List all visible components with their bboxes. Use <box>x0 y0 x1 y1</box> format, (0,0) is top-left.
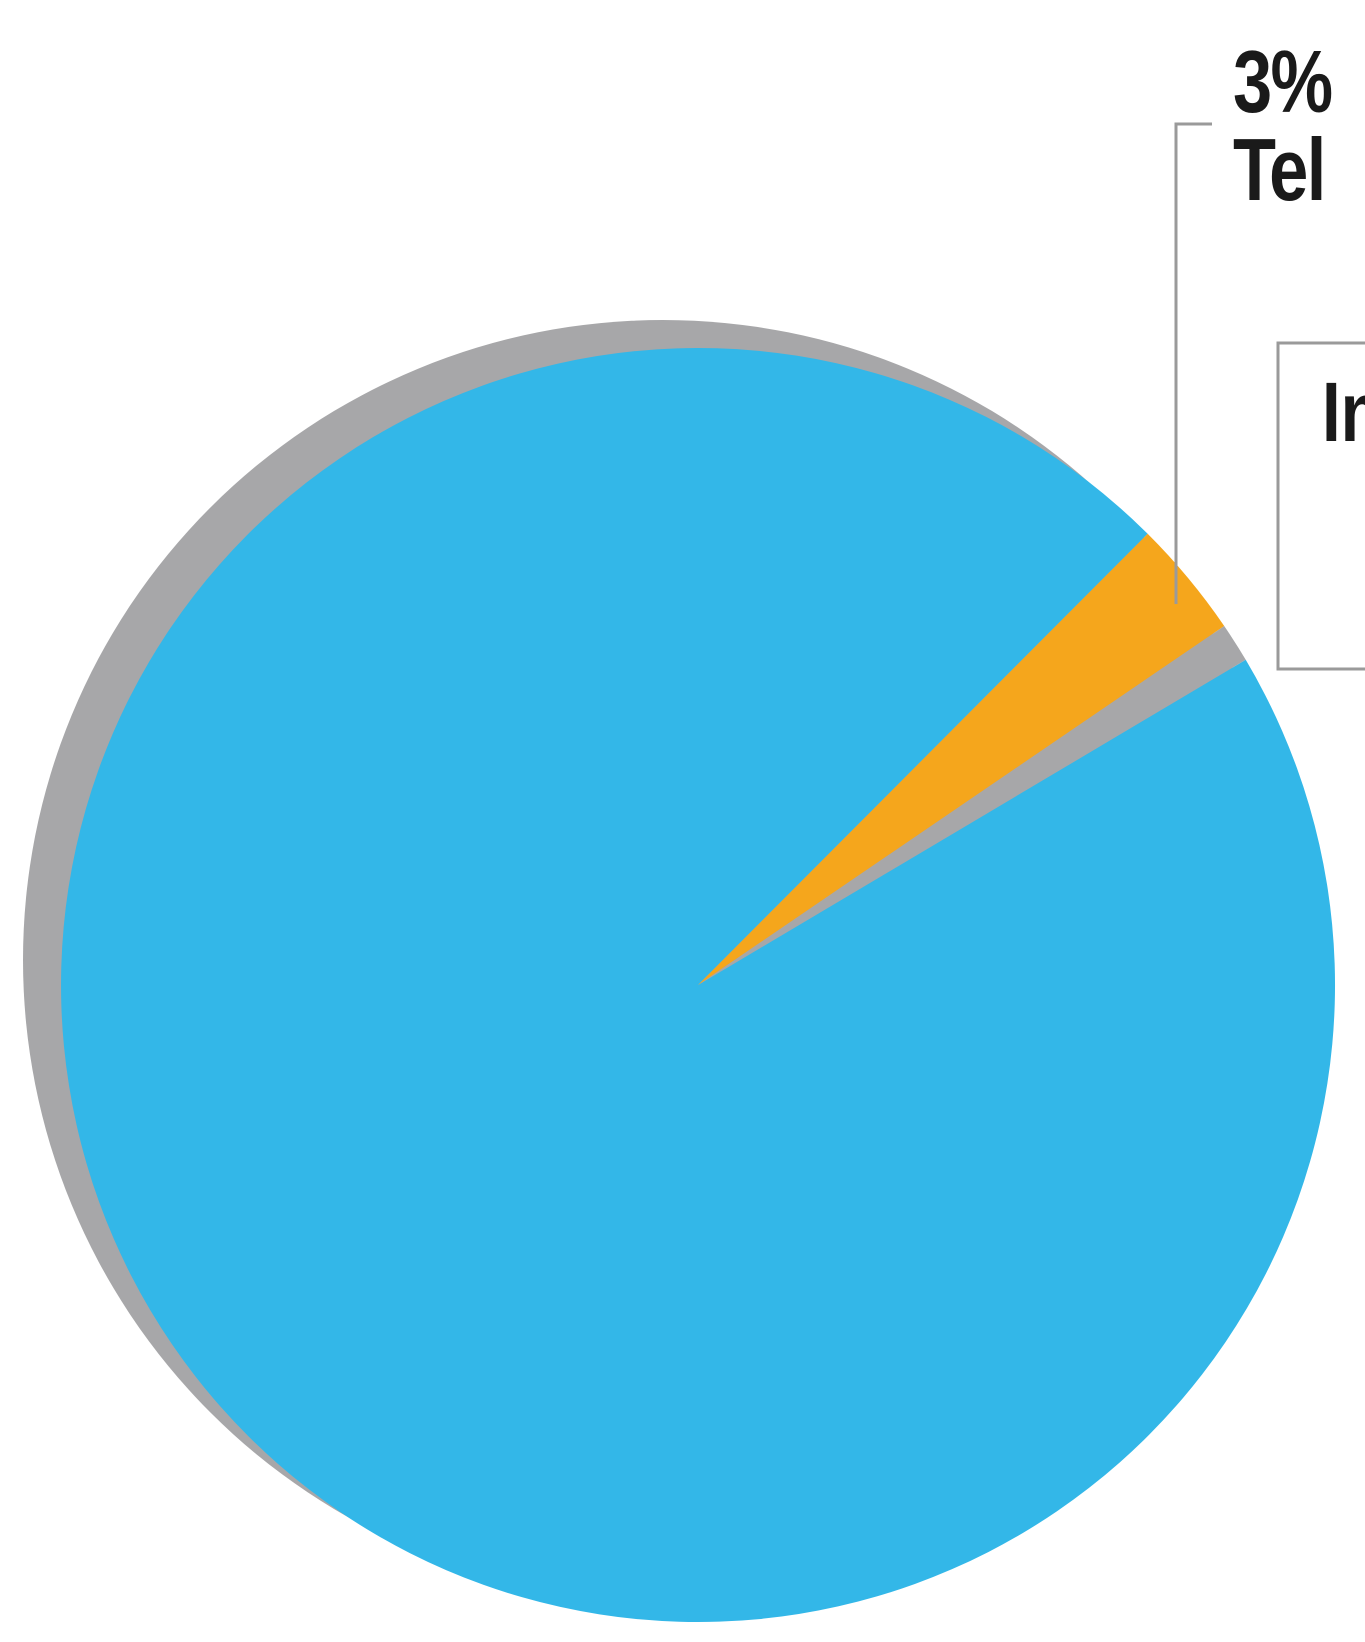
legend-box-text: In <box>1322 365 1365 459</box>
callout-percent: 3% <box>1233 32 1333 131</box>
callout-leader-line <box>1174 122 1212 604</box>
pie-slice-2 <box>698 626 1246 985</box>
pie-slice-1 <box>698 533 1225 985</box>
pie-slice-0 <box>61 348 1336 1623</box>
pie-slices <box>61 348 1336 1623</box>
callout-label: 3% Tel <box>1233 32 1333 219</box>
callout-category: Tel <box>1233 120 1326 219</box>
legend-box <box>1276 341 1365 671</box>
